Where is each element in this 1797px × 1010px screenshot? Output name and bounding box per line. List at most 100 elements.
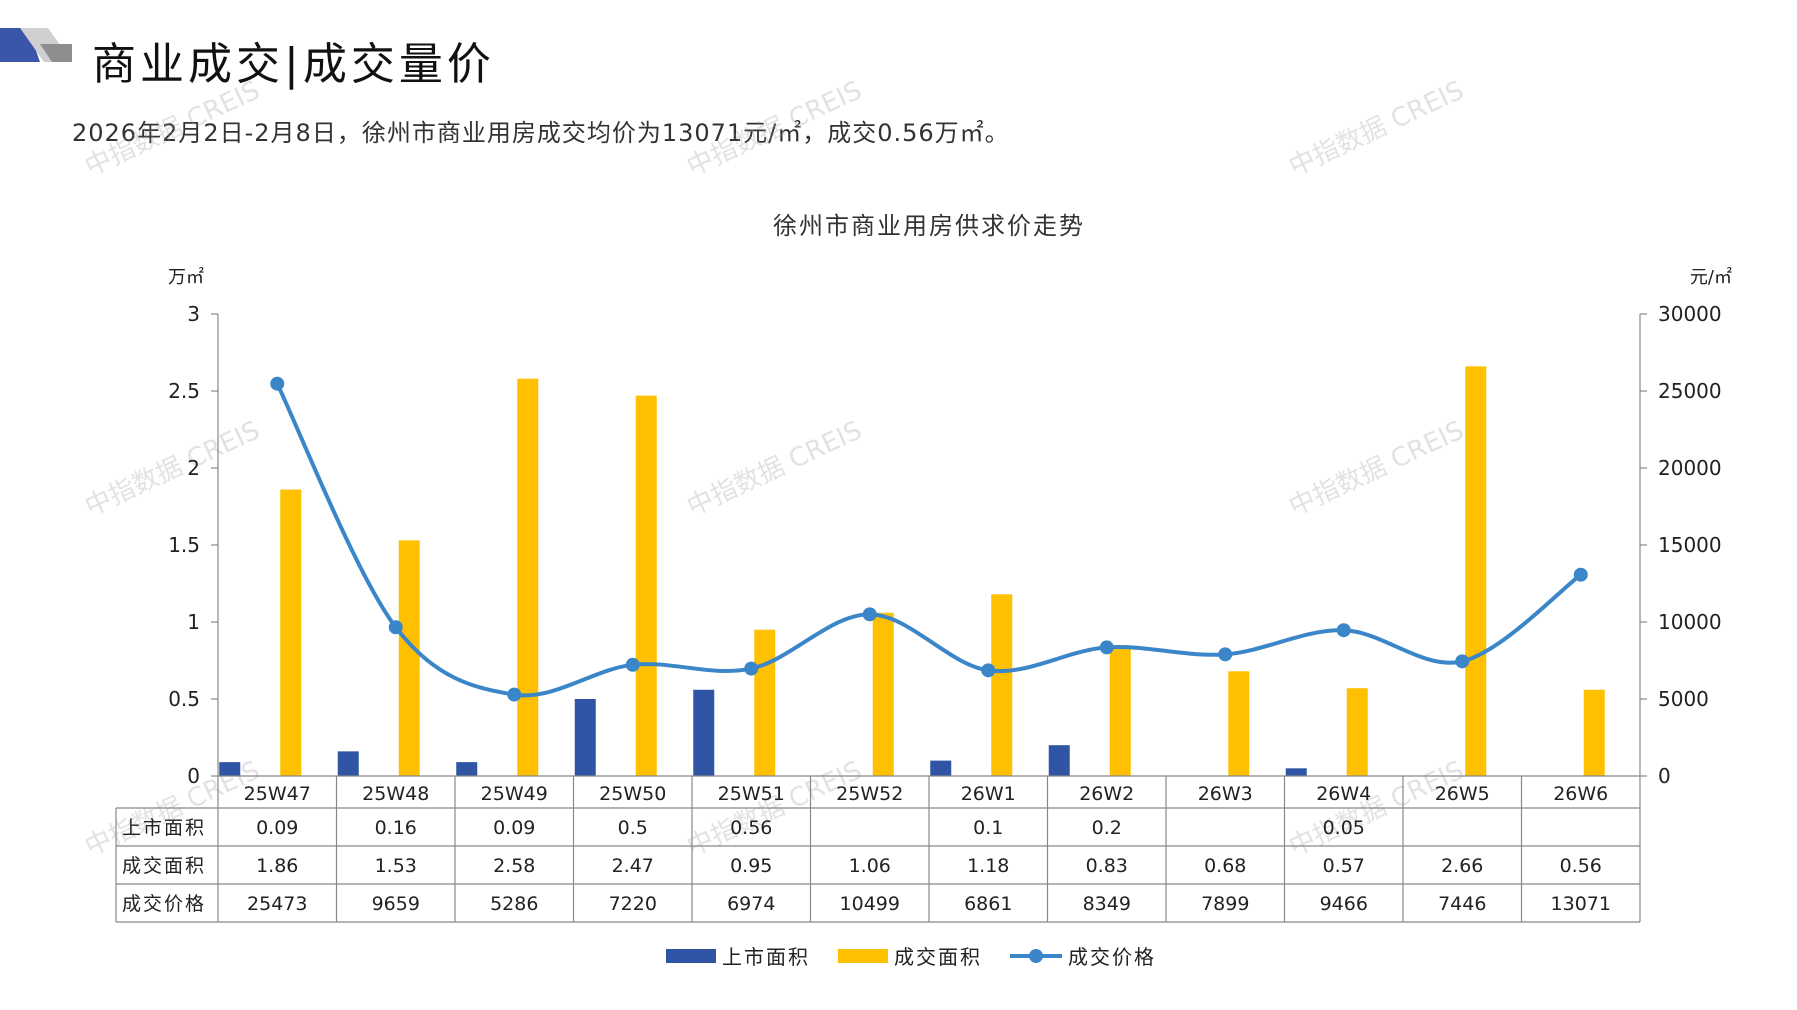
table-cell-value: 1.18 — [967, 855, 1009, 877]
deal-bar — [872, 612, 894, 776]
table-row-header: 上市面积 — [122, 817, 206, 839]
deal-bar — [1228, 671, 1250, 776]
x-category-label: 26W1 — [961, 783, 1016, 805]
price-point — [625, 657, 640, 672]
table-cell-value: 0.83 — [1086, 855, 1128, 877]
supply-bar — [1285, 768, 1307, 776]
x-category-label: 25W49 — [481, 783, 548, 805]
y-right-unit-label: 元/㎡ — [1690, 266, 1732, 288]
table-row-header: 成交面积 — [122, 855, 206, 877]
supply-bar — [337, 751, 359, 776]
x-category-label: 25W51 — [718, 783, 785, 805]
supply-bar — [574, 699, 596, 776]
table-cell-value: 0.05 — [1323, 817, 1365, 839]
table-cell-value: 0.09 — [493, 817, 535, 839]
price-point — [1455, 654, 1470, 669]
price-point — [1099, 640, 1114, 655]
deal-bar — [991, 594, 1013, 776]
table-cell-value: 13071 — [1551, 893, 1611, 915]
legend-label-price: 成交价格 — [1068, 945, 1156, 969]
x-category-label: 26W4 — [1316, 783, 1371, 805]
table-cell-value: 8349 — [1083, 893, 1131, 915]
y-right-tick-label: 25000 — [1658, 379, 1722, 403]
price-point — [1336, 623, 1351, 638]
table-cell-value: 5286 — [490, 893, 538, 915]
y-right-tick-label: 15000 — [1658, 533, 1722, 557]
y-left-unit-label: 万㎡ — [168, 266, 204, 288]
price-point — [744, 661, 759, 676]
deal-bar — [398, 540, 420, 776]
page-title: 商业成交|成交量价 — [92, 39, 495, 90]
header-bar: 商业成交|成交量价 — [0, 20, 1797, 100]
table-cell-value: 2.66 — [1441, 855, 1483, 877]
table-cell-value: 10499 — [840, 893, 900, 915]
x-category-label: 26W2 — [1079, 783, 1134, 805]
deal-bar — [1583, 689, 1605, 776]
table-cell-value: 0.16 — [375, 817, 417, 839]
price-point — [507, 687, 522, 702]
y-left-tick-label: 0.5 — [168, 687, 200, 711]
deal-bar — [635, 395, 657, 776]
y-left-tick-label: 2.5 — [168, 379, 200, 403]
table-cell-value: 2.58 — [493, 855, 535, 877]
table-cell-value: 0.68 — [1204, 855, 1246, 877]
table-cell-value: 6974 — [727, 893, 775, 915]
supply-bar — [219, 762, 241, 776]
y-left-tick-label: 2 — [187, 456, 200, 480]
deal-bar — [1465, 366, 1487, 776]
price-point — [981, 663, 996, 678]
supply-bar — [930, 760, 952, 776]
price-point — [1218, 647, 1233, 662]
price-point — [388, 620, 403, 635]
legend-label-supply: 上市面积 — [722, 945, 810, 969]
table-cell-value: 7899 — [1201, 893, 1249, 915]
table-cell-value: 9466 — [1320, 893, 1368, 915]
table-cell-value: 0.09 — [256, 817, 298, 839]
chart-title: 徐州市商业用房供求价走势 — [773, 212, 1085, 240]
deal-bar — [1109, 648, 1131, 776]
table-cell-value: 0.56 — [730, 817, 772, 839]
y-left-tick-label: 1.5 — [168, 533, 200, 557]
table-cell-value: 0.95 — [730, 855, 772, 877]
y-right-tick-label: 30000 — [1658, 302, 1722, 326]
x-category-label: 26W6 — [1553, 783, 1608, 805]
table-cell-value: 1.86 — [256, 855, 298, 877]
legend-marker-price — [1029, 949, 1043, 963]
x-category-label: 25W47 — [244, 783, 311, 805]
legend-swatch-supply — [666, 949, 716, 963]
legend-label-deal: 成交面积 — [894, 945, 982, 969]
y-right-tick-label: 5000 — [1658, 687, 1709, 711]
table-cell-value: 6861 — [964, 893, 1012, 915]
header-decor-icon — [0, 28, 72, 62]
deal-bar — [754, 629, 776, 776]
deal-bar — [1346, 688, 1368, 776]
table-cell-value: 2.47 — [612, 855, 654, 877]
deal-bar — [517, 378, 539, 776]
price-point — [1573, 567, 1588, 582]
table-cell-value: 7220 — [609, 893, 657, 915]
table-cell-value: 1.06 — [849, 855, 891, 877]
supply-bar — [693, 689, 715, 776]
table-cell-value: 0.5 — [618, 817, 648, 839]
table-cell-value: 0.56 — [1560, 855, 1602, 877]
supply-bar — [456, 762, 478, 776]
legend-swatch-deal — [838, 949, 888, 963]
summary-text: 2026年2月2日-2月8日，徐州市商业用房成交均价为13071元/㎡，成交0.… — [72, 119, 1010, 147]
y-right-tick-label: 10000 — [1658, 610, 1722, 634]
table-cell-value: 7446 — [1438, 893, 1486, 915]
deal-bar — [280, 489, 302, 776]
y-right-tick-label: 0 — [1658, 764, 1671, 788]
price-point — [270, 376, 285, 391]
x-category-label: 25W52 — [836, 783, 903, 805]
supply-bar — [1048, 745, 1070, 776]
x-category-label: 25W48 — [362, 783, 429, 805]
table-cell-value: 0.57 — [1323, 855, 1365, 877]
table-cell-value: 9659 — [372, 893, 420, 915]
table-row-header: 成交价格 — [122, 893, 206, 915]
table-cell-value: 25473 — [247, 893, 307, 915]
price-line — [275, 382, 1582, 698]
y-left-tick-label: 3 — [187, 302, 200, 326]
x-category-label: 26W3 — [1198, 783, 1253, 805]
x-category-label: 26W5 — [1435, 783, 1490, 805]
